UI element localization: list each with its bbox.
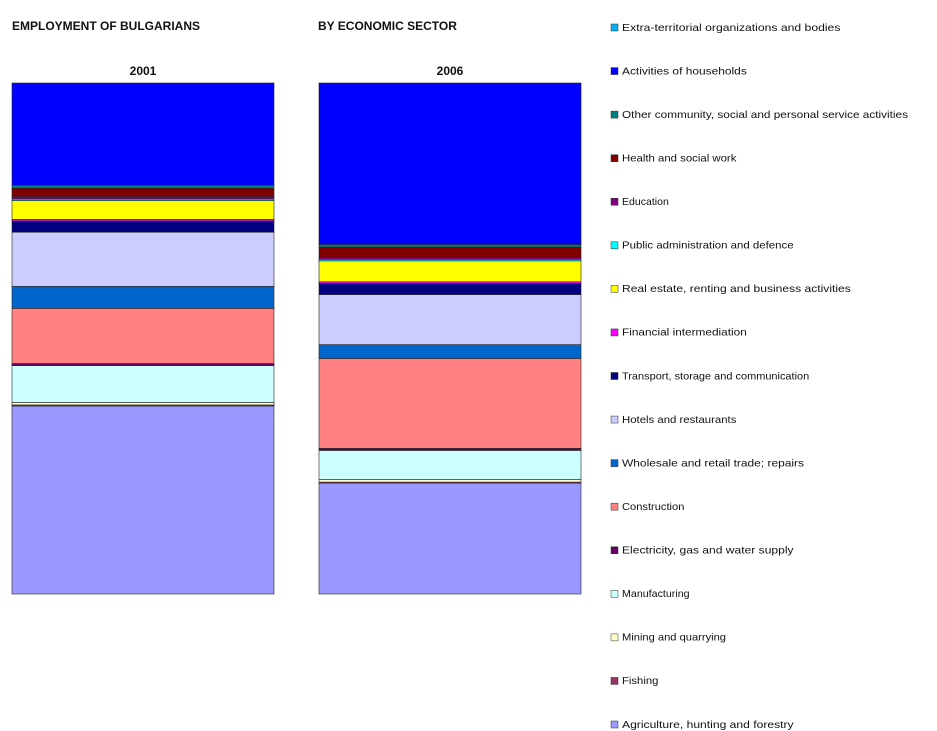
legend-swatch xyxy=(610,546,619,554)
bar-segment xyxy=(318,294,582,345)
legend-label: Construction xyxy=(622,501,685,513)
legend-swatch xyxy=(610,415,619,424)
legend-label: Activities of households xyxy=(622,65,747,77)
bar-segment xyxy=(11,363,275,366)
bar-segment xyxy=(11,405,275,595)
legend-swatch xyxy=(610,67,619,75)
bar-segment xyxy=(318,283,582,295)
legend-label: Agriculture, hunting and forestry xyxy=(622,719,794,731)
legend-swatch xyxy=(610,677,619,685)
bar-segment xyxy=(318,450,582,480)
bar-segment xyxy=(318,358,582,449)
legend-swatch xyxy=(610,198,619,206)
legend-swatch xyxy=(610,502,619,511)
bar-segment xyxy=(318,344,582,359)
x-tick-label: 2006 xyxy=(437,64,464,78)
bar-segment xyxy=(11,231,275,287)
bar-segment xyxy=(11,220,275,233)
bar-segment xyxy=(318,244,582,248)
legend-swatch xyxy=(610,285,619,293)
bar-segment xyxy=(318,479,582,483)
legend-label: Mining and quarrying xyxy=(622,632,726,644)
bar-segment xyxy=(11,200,275,220)
bar-segment xyxy=(11,196,275,200)
bar-segment xyxy=(318,482,582,595)
x-tick-label: 2001 xyxy=(130,64,157,78)
legend-label: Electricity, gas and water supply xyxy=(622,545,794,557)
legend-label: Financial intermediation xyxy=(622,327,747,339)
legend-swatch xyxy=(610,110,619,119)
legend-label: Extra-territorial organizations and bodi… xyxy=(622,22,840,34)
legend-label: Wholesale and retail trade; repairs xyxy=(622,457,804,469)
bar-segment xyxy=(318,82,582,84)
legend-swatch xyxy=(610,328,619,337)
legend-label: Hotels and restaurants xyxy=(622,414,736,426)
bar-segment xyxy=(318,256,582,260)
bar-segment xyxy=(11,365,275,403)
bar-segment xyxy=(11,187,275,197)
chart-title: BY ECONOMIC SECTOR xyxy=(318,19,457,33)
legend-label: Public administration and defence xyxy=(622,240,794,252)
bar-segment xyxy=(318,246,582,258)
bar-segment xyxy=(11,184,275,189)
bar-segment xyxy=(318,260,582,283)
legend-label: Other community, social and personal ser… xyxy=(622,109,908,121)
legend-swatch xyxy=(610,633,619,642)
legend-swatch xyxy=(610,154,619,162)
legend-label: Manufacturing xyxy=(622,588,690,600)
legend-swatch xyxy=(610,241,619,250)
legend-swatch xyxy=(610,23,619,32)
bar-segment xyxy=(11,308,275,364)
bar-segment xyxy=(11,286,275,309)
legend-label: Transport, storage and communication xyxy=(622,370,809,382)
legend-swatch xyxy=(610,720,619,729)
bar-segment xyxy=(318,448,582,451)
legend-swatch xyxy=(610,590,619,598)
legend-swatch xyxy=(610,372,619,380)
bar-segment xyxy=(318,83,582,245)
bar-segment xyxy=(11,83,275,186)
bar-segment xyxy=(11,402,275,406)
legend-label: Fishing xyxy=(622,675,659,687)
legend-label: Education xyxy=(622,196,669,208)
legend-label: Real estate, renting and business activi… xyxy=(622,283,851,295)
legend-swatch xyxy=(610,459,619,467)
legend-label: Health and social work xyxy=(622,152,737,164)
chart-title: EMPLOYMENT OF BULGARIANS xyxy=(12,19,200,33)
bar-segment xyxy=(11,82,275,84)
